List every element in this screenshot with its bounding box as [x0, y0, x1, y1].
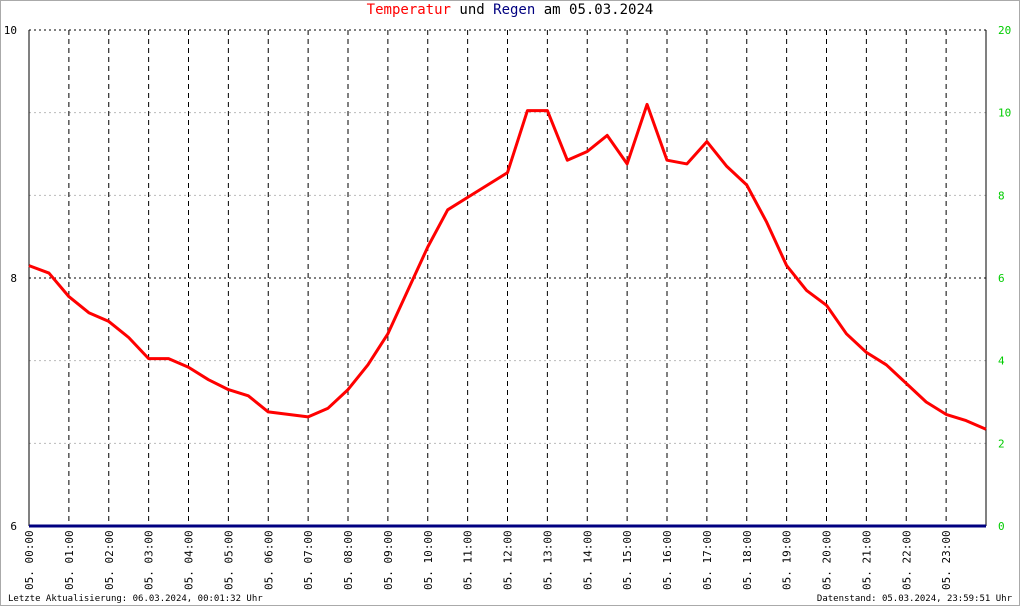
x-tick-label: 05. 03:00 — [143, 530, 156, 590]
title-date: am 05.03.2024 — [544, 2, 654, 18]
x-tick-label: 05. 06:00 — [262, 530, 275, 590]
x-tick-label: 05. 13:00 — [541, 530, 554, 590]
x-tick-label: 05. 05:00 — [222, 530, 235, 590]
y-tick-label: 8 — [10, 272, 17, 285]
y2-tick-label: 0 — [998, 520, 1005, 533]
x-tick-label: 05. 07:00 — [302, 530, 315, 590]
y2-tick-label: 8 — [998, 189, 1005, 202]
x-tick-label: 05. 20:00 — [821, 530, 834, 590]
y2-tick-label: 20 — [998, 24, 1011, 37]
y-tick-label: 6 — [10, 520, 17, 533]
chart-title: Temperatur und Regen am 05.03.2024 — [367, 2, 654, 18]
x-tick-label: 05. 09:00 — [382, 530, 395, 590]
x-tick-label: 05. 22:00 — [900, 530, 913, 590]
y2-tick-label: 10 — [998, 107, 1011, 120]
y-tick-label: 10 — [4, 24, 17, 37]
x-tick-label: 05. 02:00 — [103, 530, 116, 590]
x-tick-label: 05. 04:00 — [183, 530, 196, 590]
x-tick-label: 05. 00:00 — [23, 530, 36, 590]
x-tick-label: 05. 10:00 — [422, 530, 435, 590]
title-join: und — [459, 2, 484, 18]
series-line — [28, 102, 987, 431]
x-tick-label: 05. 16:00 — [661, 530, 674, 590]
y2-tick-label: 4 — [998, 355, 1005, 368]
x-tick-label: 05. 18:00 — [741, 530, 754, 590]
x-tick-label: 05. 11:00 — [462, 530, 475, 590]
x-tick-label: 05. 19:00 — [781, 530, 794, 590]
title-temp: Temperatur — [367, 2, 451, 18]
x-tick-label: 05. 01:00 — [63, 530, 76, 590]
x-tick-label: 05. 17:00 — [701, 530, 714, 590]
x-tick-label: 05. 23:00 — [940, 530, 953, 590]
x-tick-label: 05. 08:00 — [342, 530, 355, 590]
footer-left: Letzte Aktualisierung: 06.03.2024, 00:01… — [8, 594, 263, 604]
y2-tick-label: 2 — [998, 437, 1005, 450]
y2-tick-label: 6 — [998, 272, 1005, 285]
title-rain: Regen — [493, 2, 535, 18]
x-tick-label: 05. 14:00 — [581, 530, 594, 590]
x-tick-label: 05. 12:00 — [502, 530, 515, 590]
x-tick-label: 05. 15:00 — [621, 530, 634, 590]
x-tick-label: 05. 21:00 — [860, 530, 873, 590]
footer-right: Datenstand: 05.03.2024, 23:59:51 Uhr — [817, 594, 1013, 604]
